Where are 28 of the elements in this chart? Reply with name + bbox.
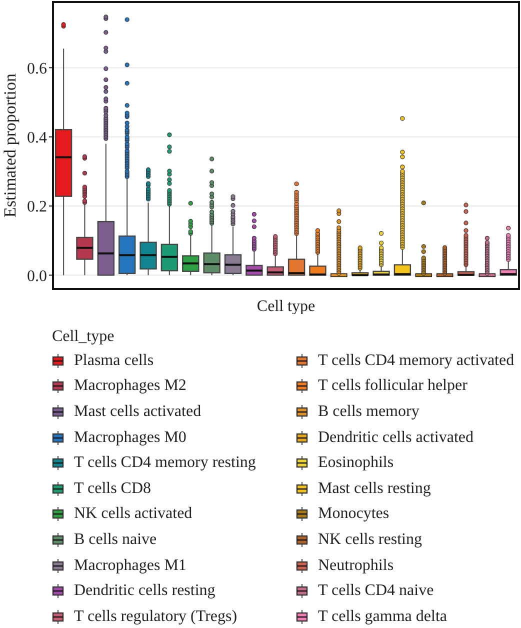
legend-label: Macrophages M0 (74, 428, 186, 447)
legend-label: Dendritic cells resting (74, 582, 216, 600)
y-tick-label: 0.0 (27, 268, 47, 285)
legend-label: Mast cells resting (318, 480, 431, 498)
legend-label: Neutrophils (318, 556, 394, 575)
legend-label: T cells CD4 naive (318, 582, 434, 600)
legend-label: T cells CD4 memory resting (74, 454, 256, 472)
legend-label: Dendritic cells activated (318, 428, 474, 447)
legend-label: Macrophages M1 (74, 556, 186, 575)
legend-label: Eosinophils (318, 454, 394, 472)
legend-label: T cells follicular helper (318, 377, 468, 396)
legend-title: Cell_type (52, 327, 114, 347)
y-tick-label: 0.6 (27, 60, 47, 78)
legend-label: Monocytes (318, 505, 390, 524)
y-tick-label: 0.2 (27, 198, 47, 216)
legend-label: T cells CD4 memory activated (318, 352, 514, 370)
legend-label: B cells naive (74, 530, 157, 549)
legend-label: B cells memory (318, 402, 420, 421)
legend-label: NK cells activated (74, 505, 192, 524)
legend-label: NK cells resting (318, 530, 422, 549)
y-axis-title: Estimated proportion (0, 73, 20, 218)
legend-label: T cells CD8 (74, 480, 152, 498)
legend-label: Plasma cells (74, 352, 154, 370)
legend-label: T cells regulatory (Tregs) (74, 608, 238, 626)
legend-label: Mast cells activated (74, 402, 202, 421)
legend-label: T cells gamma delta (318, 608, 447, 626)
legend-label: Macrophages M2 (74, 377, 186, 396)
y-tick-label: 0.4 (27, 130, 47, 147)
